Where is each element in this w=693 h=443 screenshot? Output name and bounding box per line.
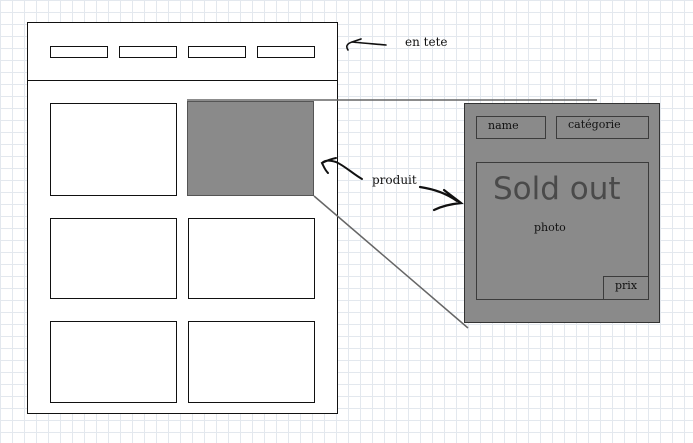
product-card-1[interactable] (50, 103, 177, 196)
header-arrow-icon (346, 38, 387, 51)
product-card-4[interactable] (188, 218, 315, 299)
sold-out-label: Sold out (493, 171, 621, 207)
header-annotation: en tete (405, 35, 448, 49)
product-annotation: produit (372, 173, 417, 187)
product-photo-box (476, 162, 649, 300)
nav-item-1[interactable] (50, 46, 108, 58)
product-photo-label: photo (534, 221, 566, 234)
product-card-2-highlighted[interactable] (187, 101, 314, 196)
product-price-box (603, 276, 649, 300)
zoom-connector-bottom (313, 195, 469, 329)
nav-item-3[interactable] (188, 46, 246, 58)
product-arrow-icon (320, 157, 363, 180)
product-price-label: prix (615, 279, 638, 292)
product-card-3[interactable] (50, 218, 177, 299)
product-name-box (476, 116, 546, 139)
product-category-label: catégorie (568, 118, 621, 131)
product-category-box (556, 116, 649, 139)
nav-item-2[interactable] (119, 46, 177, 58)
product-detail-zoom (464, 103, 660, 323)
nav-item-4[interactable] (257, 46, 315, 58)
product-card-5[interactable] (50, 321, 177, 403)
zoom-arrow-icon (418, 185, 464, 212)
product-name-label: name (488, 119, 519, 132)
product-card-6[interactable] (188, 321, 315, 403)
